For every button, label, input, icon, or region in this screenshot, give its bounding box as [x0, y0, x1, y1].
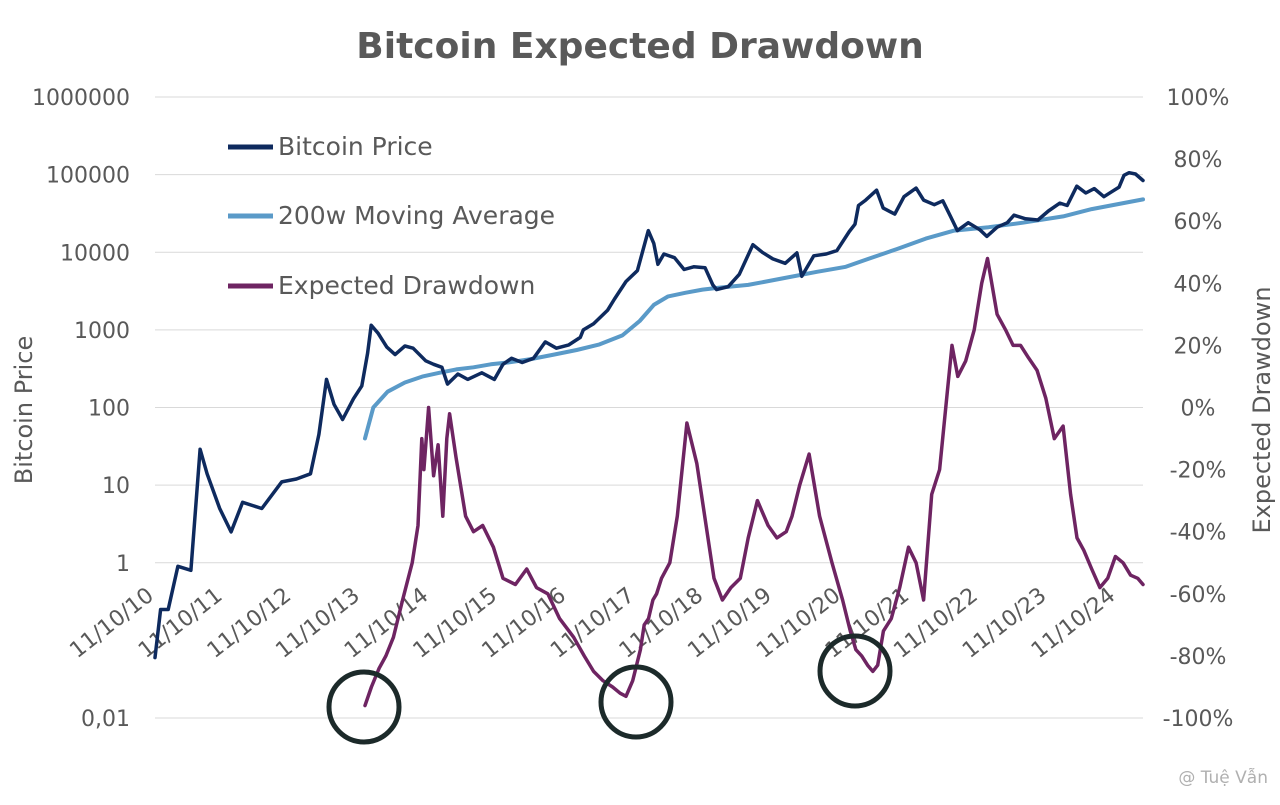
ma-line: [363, 197, 1145, 441]
y-axis-right-label: Expected Drawdown: [1248, 286, 1276, 533]
y-tick-right: 60%: [1174, 210, 1223, 235]
legend: Bitcoin Price 200w Moving Average Expect…: [228, 132, 555, 300]
y-tick-right: 40%: [1174, 272, 1223, 297]
y-tick-left: 10: [102, 474, 130, 499]
y-axis-left-ticks: 1000000 100000 10000 1000 100 10 1 0,01: [32, 86, 130, 732]
y-tick-right: 0%: [1181, 397, 1216, 422]
price-line: [153, 170, 1145, 660]
x-axis-ticks: 11/10/1011/10/1111/10/1211/10/1311/10/14…: [65, 583, 1120, 664]
y-tick-right: -80%: [1170, 645, 1227, 670]
y-tick-right: -20%: [1170, 459, 1227, 484]
highlight-circles: [326, 633, 893, 745]
y-tick-left: 100: [88, 397, 130, 422]
series-lines: [153, 170, 1145, 708]
y-tick-left: 0,01: [81, 707, 130, 732]
y-tick-right: -100%: [1163, 707, 1234, 732]
y-tick-right: -60%: [1170, 583, 1227, 608]
legend-label-price: Bitcoin Price: [278, 132, 433, 161]
legend-label-drawdown: Expected Drawdown: [278, 271, 535, 300]
y-tick-left: 1000000: [32, 86, 130, 111]
gridlines: [155, 96, 1143, 719]
y-tick-right: 80%: [1174, 148, 1223, 173]
drawdown-line: [363, 256, 1145, 708]
y-tick-right: 20%: [1174, 334, 1223, 359]
legend-label-ma: 200w Moving Average: [278, 201, 555, 230]
chart-title: Bitcoin Expected Drawdown: [356, 26, 923, 67]
y-tick-right: -40%: [1170, 521, 1227, 546]
y-axis-right-ticks: 100% 80% 60% 40% 20% 0% -20% -40% -60% -80% -100%: [1163, 86, 1234, 732]
highlight-circle-2018: [598, 664, 674, 740]
watermark: @ Tuệ Vẫn: [1178, 767, 1268, 788]
y-tick-right: 100%: [1167, 86, 1230, 111]
y-tick-left: 1000: [74, 319, 130, 344]
y-tick-left: 10000: [60, 241, 130, 266]
highlight-circle-2015: [326, 669, 402, 745]
y-tick-left: 1: [116, 552, 130, 577]
y-axis-left-label: Bitcoin Price: [10, 336, 38, 484]
highlight-circle-2022: [817, 633, 893, 709]
y-tick-left: 100000: [46, 164, 130, 189]
